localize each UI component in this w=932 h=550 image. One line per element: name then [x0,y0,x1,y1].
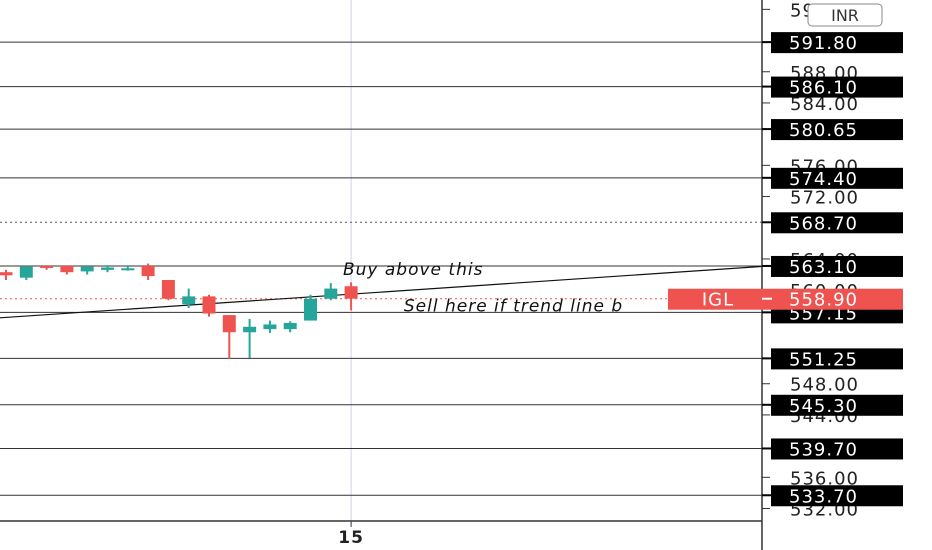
level-price-label: 563.10 [789,257,858,278]
level-price-tag-3[interactable] [771,167,903,189]
level-price-label: 574.40 [789,169,858,190]
level-price-label: 533.70 [789,486,858,507]
candle-body [101,267,114,270]
last-price-tag[interactable] [668,288,903,310]
price-tick-label: 572.00 [790,188,859,209]
annotation-0[interactable]: Buy above this [343,260,483,280]
level-price-label: 586.10 [789,78,858,99]
candle-8 [161,279,175,301]
candle-body [80,266,94,272]
level-price-label: 539.70 [789,439,858,460]
annotation-1[interactable]: Sell here if trend line b [404,297,623,317]
candle-body [222,315,236,333]
level-price-tag-8[interactable] [771,394,903,416]
level-price-tag-7[interactable] [771,348,903,370]
time-axis[interactable]: 15 [338,521,364,548]
annotations: Buy above this Sell here if trend line b [343,260,623,317]
candle-16 [324,283,338,301]
candle-14 [283,321,297,333]
candle-11 [222,315,236,359]
candle-body [40,265,54,268]
candle-body [60,265,74,273]
candle-0 [0,269,13,280]
candle-12 [243,318,257,358]
candle-body [202,296,216,314]
candle-body [243,326,257,333]
price-tick-label: 548.00 [790,375,859,396]
level-price-tag-2[interactable] [771,119,903,141]
candle-7 [141,263,155,280]
level-price-label: 551.25 [789,349,858,370]
candle-body [182,296,196,305]
trend-line-layer[interactable] [0,265,770,319]
candle-1 [19,265,33,280]
candle-15 [304,294,317,321]
time-tick-label: 15 [338,528,364,548]
currency-badge-label: INR [831,6,859,25]
level-price-tag-9[interactable] [771,438,903,460]
candle-body [19,266,33,278]
candle-13 [263,320,277,334]
level-price-tag-1[interactable] [771,76,903,98]
level-price-label: 591.80 [789,33,858,54]
price-tick-label: 584.00 [790,94,859,115]
candle-6 [121,265,135,271]
candle-10 [202,294,216,317]
candle-17 [344,282,358,311]
candle-body [263,324,277,330]
candle-2 [40,265,54,270]
level-price-tag-0[interactable] [771,32,903,54]
candle-3 [60,265,74,275]
candle-body [161,279,175,299]
price-tick-label: 536.00 [790,468,859,489]
currency-badge[interactable]: INR [807,3,883,27]
level-price-tag-4[interactable] [771,212,903,234]
level-price-tag-5[interactable] [771,255,903,277]
candle-body [121,268,135,271]
candle-body [141,265,155,277]
candles [0,263,358,359]
candle-body [0,272,13,276]
candle-body [283,322,297,330]
last-price-label: 558.90 [789,290,858,311]
level-price-label: 568.70 [789,213,858,234]
level-price-tag-10[interactable] [771,485,903,507]
candle-9 [182,288,196,309]
symbol-label: IGL [702,290,734,311]
candle-4 [80,265,94,275]
candle-body [304,298,317,321]
trend-line[interactable] [0,265,770,319]
candle-body [344,286,358,299]
candle-5 [101,265,114,273]
candle-body [324,288,338,299]
horizontal-levels[interactable] [0,41,762,496]
level-price-label: 545.30 [789,396,858,417]
level-price-label: 580.65 [789,120,858,141]
price-axis[interactable]: 596.00588.00584.00576.00572.00564.00560.… [668,0,903,521]
